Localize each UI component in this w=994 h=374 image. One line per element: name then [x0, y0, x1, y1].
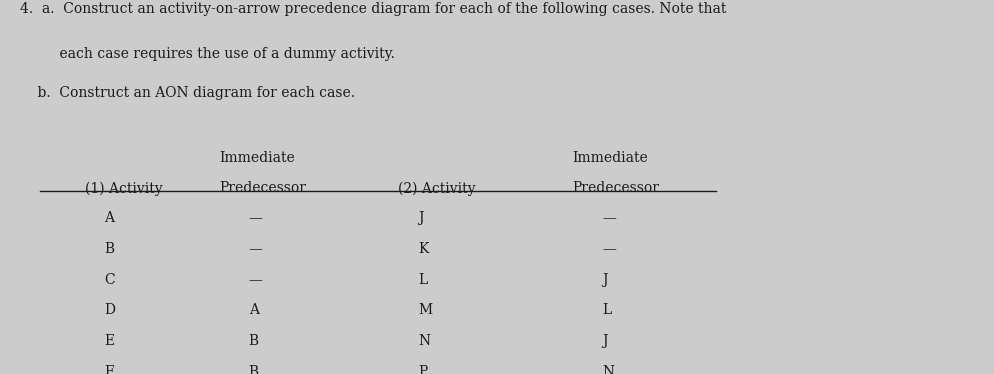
Text: N: N: [417, 334, 429, 348]
Text: B: B: [248, 365, 258, 374]
Text: —: —: [248, 273, 262, 286]
Text: D: D: [104, 303, 115, 317]
Text: (1) Activity: (1) Activity: [84, 181, 162, 196]
Text: P: P: [417, 365, 426, 374]
Text: A: A: [104, 211, 114, 225]
Text: E: E: [104, 334, 114, 348]
Text: B: B: [248, 334, 258, 348]
Text: each case requires the use of a dummy activity.: each case requires the use of a dummy ac…: [20, 47, 395, 61]
Text: L: L: [601, 303, 610, 317]
Text: —: —: [601, 242, 615, 256]
Text: Immediate: Immediate: [219, 151, 294, 165]
Text: J: J: [601, 334, 607, 348]
Text: —: —: [248, 211, 262, 225]
Text: K: K: [417, 242, 427, 256]
Text: —: —: [601, 211, 615, 225]
Text: b.  Construct an AON diagram for each case.: b. Construct an AON diagram for each cas…: [20, 86, 355, 100]
Text: A: A: [248, 303, 258, 317]
Text: (2) Activity: (2) Activity: [398, 181, 475, 196]
Text: F: F: [104, 365, 114, 374]
Text: Predecessor: Predecessor: [572, 181, 658, 195]
Text: Predecessor: Predecessor: [219, 181, 305, 195]
Text: C: C: [104, 273, 115, 286]
Text: J: J: [417, 211, 423, 225]
Text: N: N: [601, 365, 613, 374]
Text: B: B: [104, 242, 114, 256]
Text: L: L: [417, 273, 426, 286]
Text: 4.  a.  Construct an activity-on-arrow precedence diagram for each of the follow: 4. a. Construct an activity-on-arrow pre…: [20, 2, 726, 16]
Text: J: J: [601, 273, 607, 286]
Text: —: —: [248, 242, 262, 256]
Text: Immediate: Immediate: [572, 151, 647, 165]
Text: M: M: [417, 303, 431, 317]
